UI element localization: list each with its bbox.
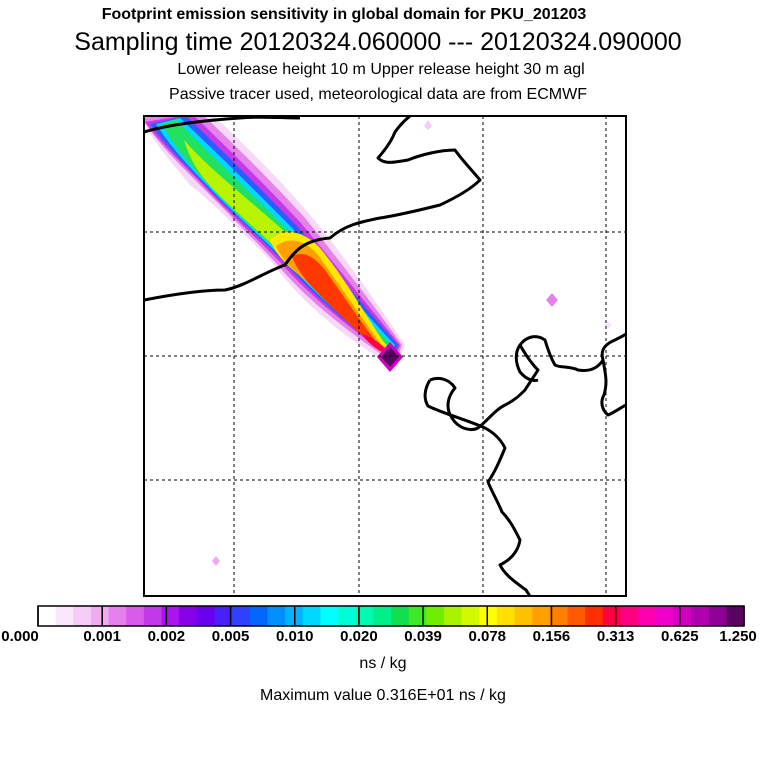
colorbar-units: ns / kg bbox=[359, 655, 407, 672]
colorbar-tick-label: 0.002 bbox=[147, 628, 186, 645]
plume bbox=[144, 116, 612, 566]
colorbar-cell bbox=[267, 606, 286, 626]
spot-southwest bbox=[212, 556, 220, 566]
colorbar-cell bbox=[655, 606, 674, 626]
map-frame bbox=[143, 115, 627, 597]
colorbar-cell bbox=[249, 606, 268, 626]
colorbar-cell bbox=[161, 606, 180, 626]
colorbar-cell bbox=[179, 606, 198, 626]
colorbar-tick-label: 0.005 bbox=[211, 628, 250, 645]
colorbar-cell bbox=[691, 606, 710, 626]
colorbar-tick-label: 0.078 bbox=[468, 628, 507, 645]
spot-north bbox=[424, 120, 432, 130]
maximum-value: Maximum value 0.316E+01 ns / kg bbox=[260, 687, 506, 704]
colorbar-tick-label: 1.250 bbox=[719, 628, 757, 645]
colorbar-cell bbox=[585, 606, 604, 626]
plot-title: Footprint emission sensitivity in global… bbox=[101, 6, 587, 23]
colorbar-cell bbox=[443, 606, 463, 626]
colorbar-cell bbox=[38, 606, 57, 626]
graticule bbox=[144, 116, 626, 596]
coastline-south bbox=[423, 379, 532, 596]
colorbar-cell bbox=[214, 606, 233, 626]
colorbar-tick-label: 0.010 bbox=[275, 628, 314, 645]
colorbar-cells bbox=[38, 606, 745, 626]
colorbar-tick-label: 0.313 bbox=[596, 628, 635, 645]
colorbar-cell bbox=[496, 606, 516, 626]
coastline-peninsula-east bbox=[600, 359, 626, 417]
colorbar-tick-label: 0.001 bbox=[83, 628, 121, 645]
colorbar-tick-label: 0.039 bbox=[404, 628, 442, 645]
colorbar-cell bbox=[408, 606, 427, 626]
tracer-info: Passive tracer used, meteorological data… bbox=[169, 86, 587, 103]
coastlines bbox=[144, 116, 626, 596]
colorbar-cell bbox=[338, 606, 357, 626]
colorbar-cell bbox=[73, 606, 92, 626]
receptor-marker-inner bbox=[381, 347, 399, 367]
colorbar-ticks bbox=[37, 606, 745, 626]
spot-east bbox=[546, 293, 558, 307]
colorbar-cell bbox=[549, 606, 568, 626]
colorbar-tick-label: 0.156 bbox=[532, 628, 571, 645]
colorbar-cell bbox=[532, 606, 551, 626]
colorbar-cell bbox=[90, 606, 110, 626]
colorbar-cell bbox=[567, 606, 586, 626]
colorbar-cell bbox=[514, 606, 533, 626]
colorbar-cell bbox=[426, 606, 445, 626]
colorbar-cell bbox=[461, 606, 480, 626]
plume-band-deepred bbox=[362, 334, 385, 352]
colorbar-cell bbox=[55, 606, 74, 626]
colorbar-cell bbox=[726, 606, 745, 626]
colorbar-cell bbox=[620, 606, 639, 626]
colorbar-cell bbox=[302, 606, 321, 626]
plume-band-red bbox=[292, 253, 380, 350]
colorbar-cell bbox=[673, 606, 692, 626]
colorbar-cell bbox=[196, 606, 215, 626]
sampling-time: Sampling time 20120324.060000 --- 201203… bbox=[74, 28, 682, 56]
colorbar-cell bbox=[391, 606, 410, 626]
coastline-north bbox=[144, 116, 301, 134]
colorbar-cell bbox=[602, 606, 621, 626]
release-heights: Lower release height 10 m Upper release … bbox=[177, 61, 585, 78]
coastline-inlet bbox=[514, 344, 539, 382]
colorbar-cell bbox=[143, 606, 163, 626]
colorbar-cell bbox=[232, 606, 251, 626]
coastline-bay bbox=[429, 332, 626, 432]
colorbar-cell bbox=[108, 606, 127, 626]
colorbar-tick-label: 0.020 bbox=[340, 628, 378, 645]
colorbar-cell bbox=[355, 606, 374, 626]
coastline-main bbox=[144, 116, 482, 302]
colorbar-cell bbox=[708, 606, 727, 626]
colorbar-cell bbox=[373, 606, 392, 626]
colorbar-cell bbox=[638, 606, 657, 626]
colorbar-cell bbox=[320, 606, 339, 626]
colorbar-tick-label: 0.000 bbox=[1, 628, 39, 645]
colorbar-tick-label: 0.625 bbox=[661, 628, 699, 645]
colorbar-cell bbox=[479, 606, 498, 626]
colorbar-cell bbox=[126, 606, 145, 626]
